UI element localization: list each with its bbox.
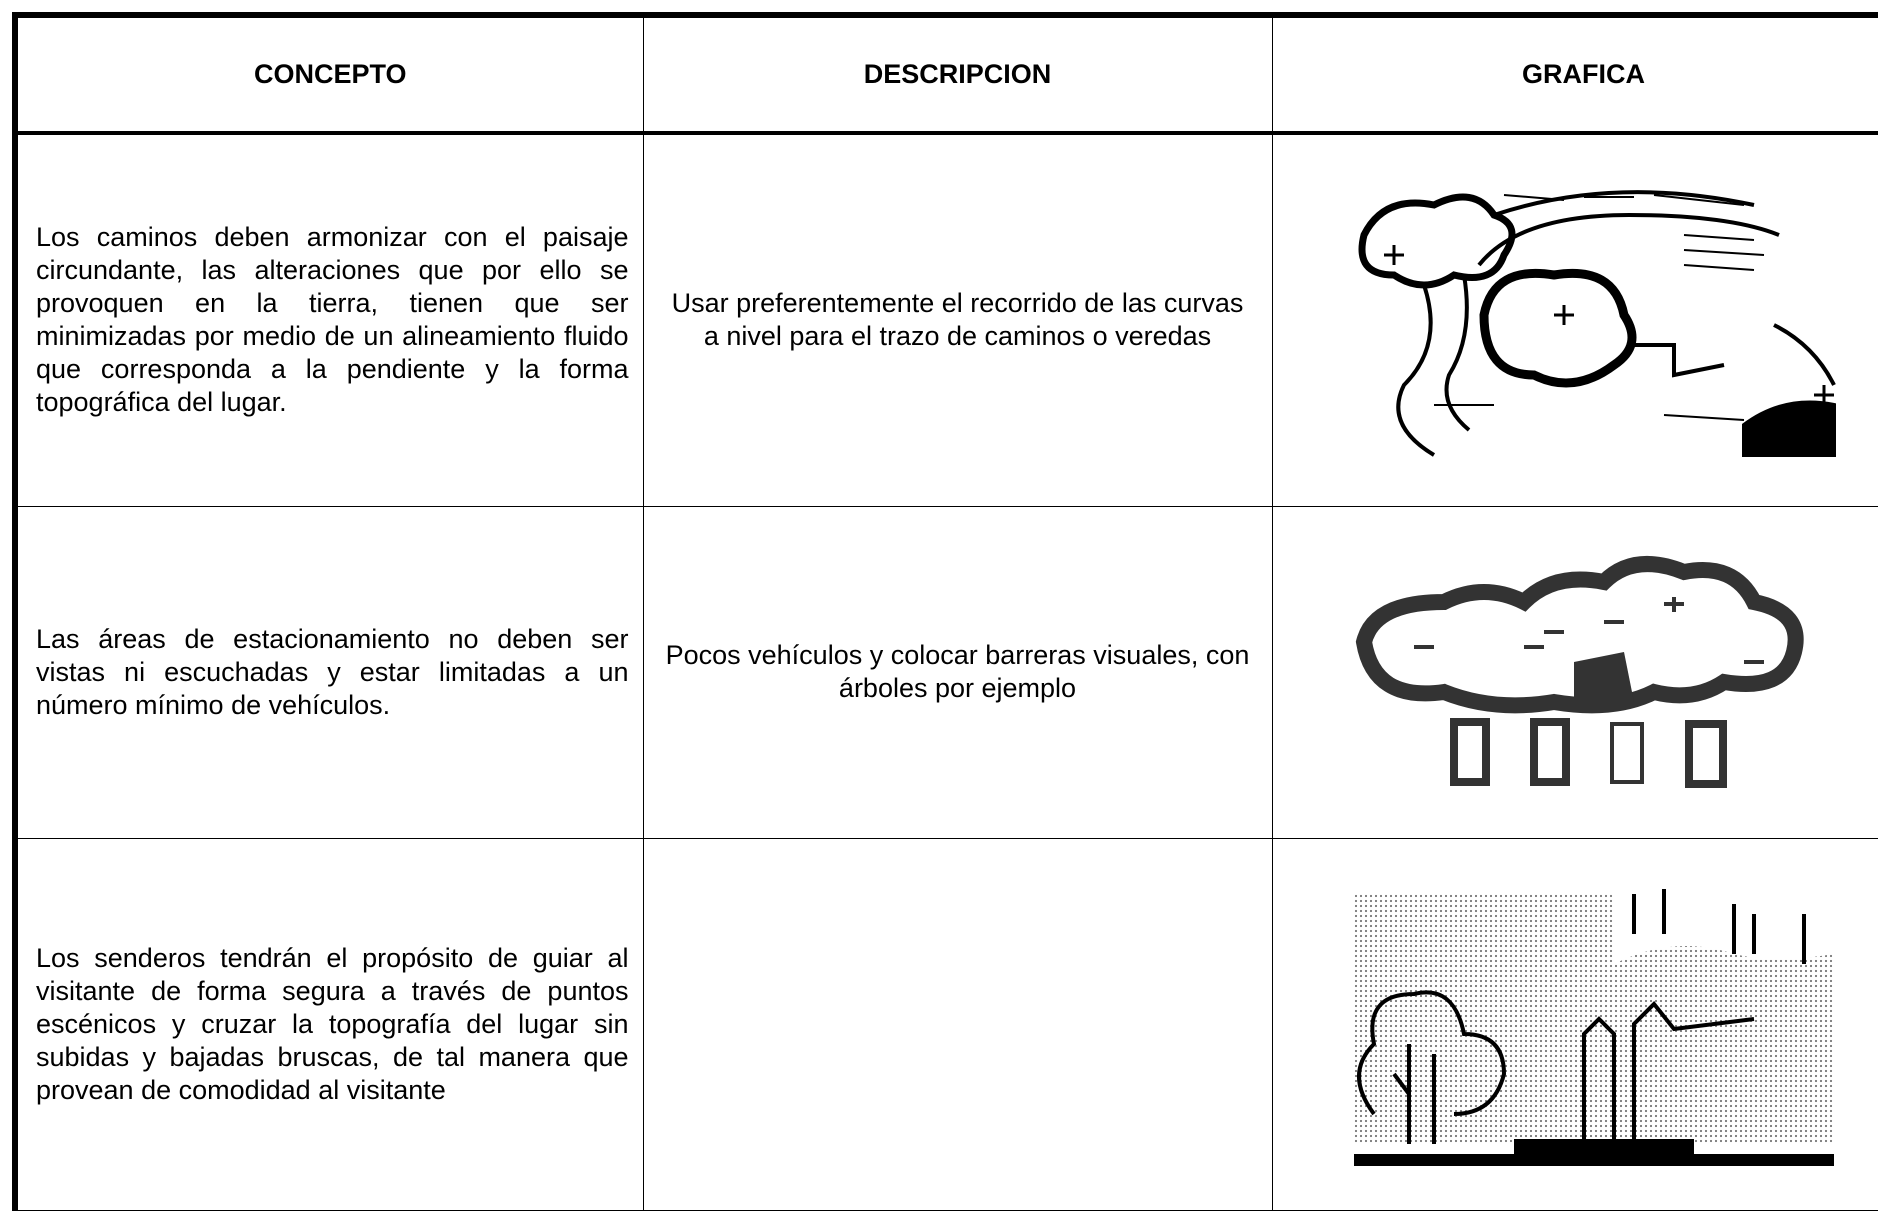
concept-table: CONCEPTO DESCRIPCION GRAFICA Los caminos… [12,12,1878,1211]
concept-cell: Los caminos deben armonizar con el paisa… [12,132,644,507]
concept-cell: Los senderos tendrán el propósito de gui… [12,837,644,1211]
header-row: CONCEPTO DESCRIPCION GRAFICA [12,12,1878,135]
concept-cell: Las áreas de estacionamiento no deben se… [12,505,644,839]
table-row: Las áreas de estacionamiento no deben se… [12,505,1878,839]
trail-illustration [1353,889,1834,1166]
parking-illustration [1355,556,1804,788]
table-row: Los senderos tendrán el propósito de gui… [12,837,1878,1211]
description-cell: Pocos vehículos y colocar barreras visua… [642,505,1273,839]
column-header: DESCRIPCION [642,12,1273,135]
description-cell [642,837,1273,1211]
description-cell: Usar preferentemente el recorrido de las… [642,132,1273,507]
path-illustration [1358,190,1836,458]
graphic-cell [1271,132,1878,507]
graphic-cell [1271,837,1878,1211]
column-header: GRAFICA [1271,12,1878,135]
table-row: Los caminos deben armonizar con el paisa… [12,132,1878,507]
graphic-cell [1271,505,1878,839]
column-header: CONCEPTO [12,12,644,135]
